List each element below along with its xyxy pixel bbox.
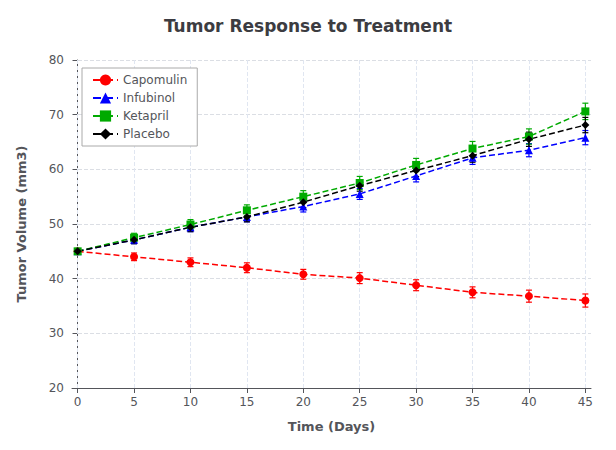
svg-text:Placebo: Placebo bbox=[123, 127, 170, 141]
svg-text:Time (Days): Time (Days) bbox=[288, 419, 375, 434]
svg-text:5: 5 bbox=[130, 395, 138, 409]
svg-text:Tumor Response to Treatment: Tumor Response to Treatment bbox=[164, 16, 452, 36]
svg-text:Infubinol: Infubinol bbox=[123, 91, 175, 105]
svg-text:10: 10 bbox=[183, 395, 198, 409]
svg-text:Capomulin: Capomulin bbox=[123, 73, 187, 87]
svg-text:25: 25 bbox=[352, 395, 367, 409]
svg-text:0: 0 bbox=[74, 395, 82, 409]
svg-text:Tumor Volume (mm3): Tumor Volume (mm3) bbox=[14, 145, 29, 302]
svg-text:45: 45 bbox=[578, 395, 593, 409]
svg-text:Ketapril: Ketapril bbox=[123, 109, 169, 123]
svg-text:40: 40 bbox=[49, 272, 64, 286]
svg-text:60: 60 bbox=[49, 162, 64, 176]
svg-text:20: 20 bbox=[296, 395, 311, 409]
svg-text:70: 70 bbox=[49, 108, 64, 122]
svg-text:50: 50 bbox=[49, 217, 64, 231]
svg-text:40: 40 bbox=[521, 395, 536, 409]
svg-text:20: 20 bbox=[49, 381, 64, 395]
svg-text:30: 30 bbox=[49, 326, 64, 340]
svg-text:80: 80 bbox=[49, 53, 64, 67]
svg-text:35: 35 bbox=[465, 395, 480, 409]
svg-text:30: 30 bbox=[408, 395, 423, 409]
svg-text:15: 15 bbox=[239, 395, 254, 409]
